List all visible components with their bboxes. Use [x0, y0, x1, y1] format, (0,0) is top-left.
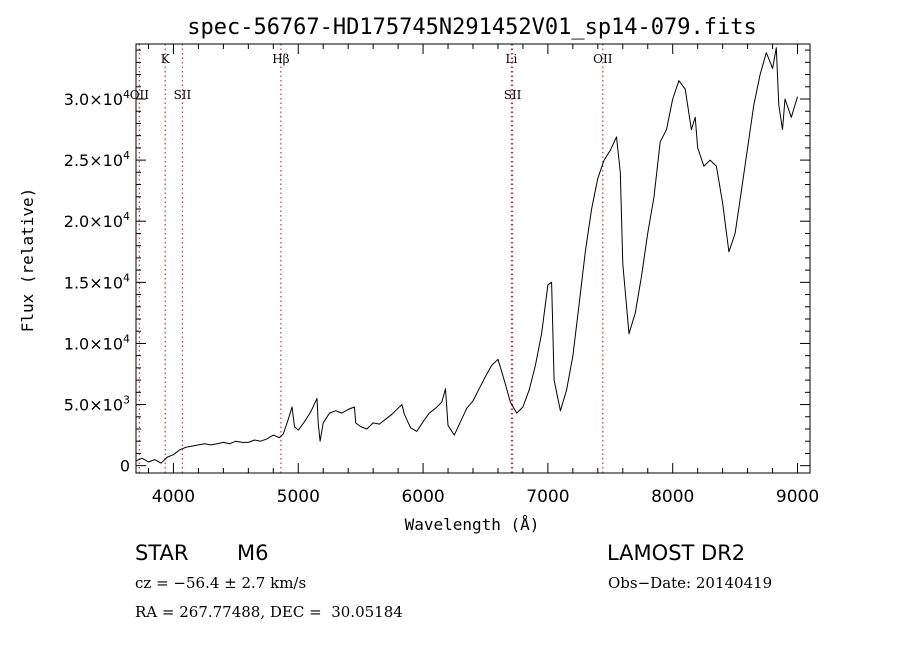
- spectral-line-markers: K OII SII Hβ Li SII OII: [130, 44, 613, 473]
- x-tick-label-4: 8000: [651, 487, 694, 507]
- y-axis-ticks: 0 5.0×103 1.0×104 1.5×104 2.0×104 2.5×104 3.0×…: [64, 49, 810, 476]
- spectral-line-label-1: OII: [130, 88, 150, 102]
- survey-name: LAMOST DR2: [607, 541, 746, 565]
- y-tick-label-5: 2.5×104: [64, 149, 130, 170]
- y-tick-label-0: 0: [120, 457, 130, 476]
- plot-frame: [135, 43, 811, 474]
- y-tick-label-1: 5.0×103: [64, 394, 130, 415]
- y-axis-label: Flux (relative): [18, 188, 37, 333]
- spectral-subclass: M6: [237, 541, 269, 565]
- plot-axes: [135, 43, 811, 474]
- observation-date: Obs−Date: 20140419: [608, 574, 773, 592]
- coordinates: RA = 267.77488, DEC = 30.05184: [135, 603, 403, 621]
- x-tick-label-3: 7000: [526, 487, 569, 507]
- y-tick-label-4: 2.0×104: [64, 210, 130, 231]
- y-tick-label-6: 3.0×104: [64, 88, 130, 109]
- spectral-line-label-6: OII: [593, 52, 613, 66]
- spectral-line-label-3: Hβ: [272, 52, 289, 66]
- spectral-line-label-0: K: [161, 52, 171, 66]
- object-class: STAR: [135, 541, 189, 565]
- x-tick-label-0: 4000: [152, 487, 195, 507]
- x-tick-label-5: 9000: [776, 487, 819, 507]
- spectral-line-label-4: Li: [506, 52, 518, 66]
- spectrum-line-0: [135, 47, 798, 464]
- chart-title: spec-56767-HD175745N291452V01_sp14-079.f…: [187, 15, 757, 40]
- y-tick-label-3: 1.5×104: [64, 271, 130, 292]
- x-tick-label-1: 5000: [277, 487, 320, 507]
- spectrum-series: [135, 47, 798, 464]
- x-tick-label-2: 6000: [401, 487, 444, 507]
- y-tick-label-2: 1.0×104: [64, 332, 130, 353]
- x-axis-ticks: 4000 5000 6000 7000 8000 9000: [147, 44, 819, 507]
- spectral-line-label-5: SII: [504, 88, 522, 102]
- radial-velocity: cz = −56.4 ± 2.7 km/s: [135, 574, 307, 592]
- spectral-line-label-2: SII: [174, 88, 192, 102]
- x-axis-label: Wavelength (Å): [405, 515, 540, 534]
